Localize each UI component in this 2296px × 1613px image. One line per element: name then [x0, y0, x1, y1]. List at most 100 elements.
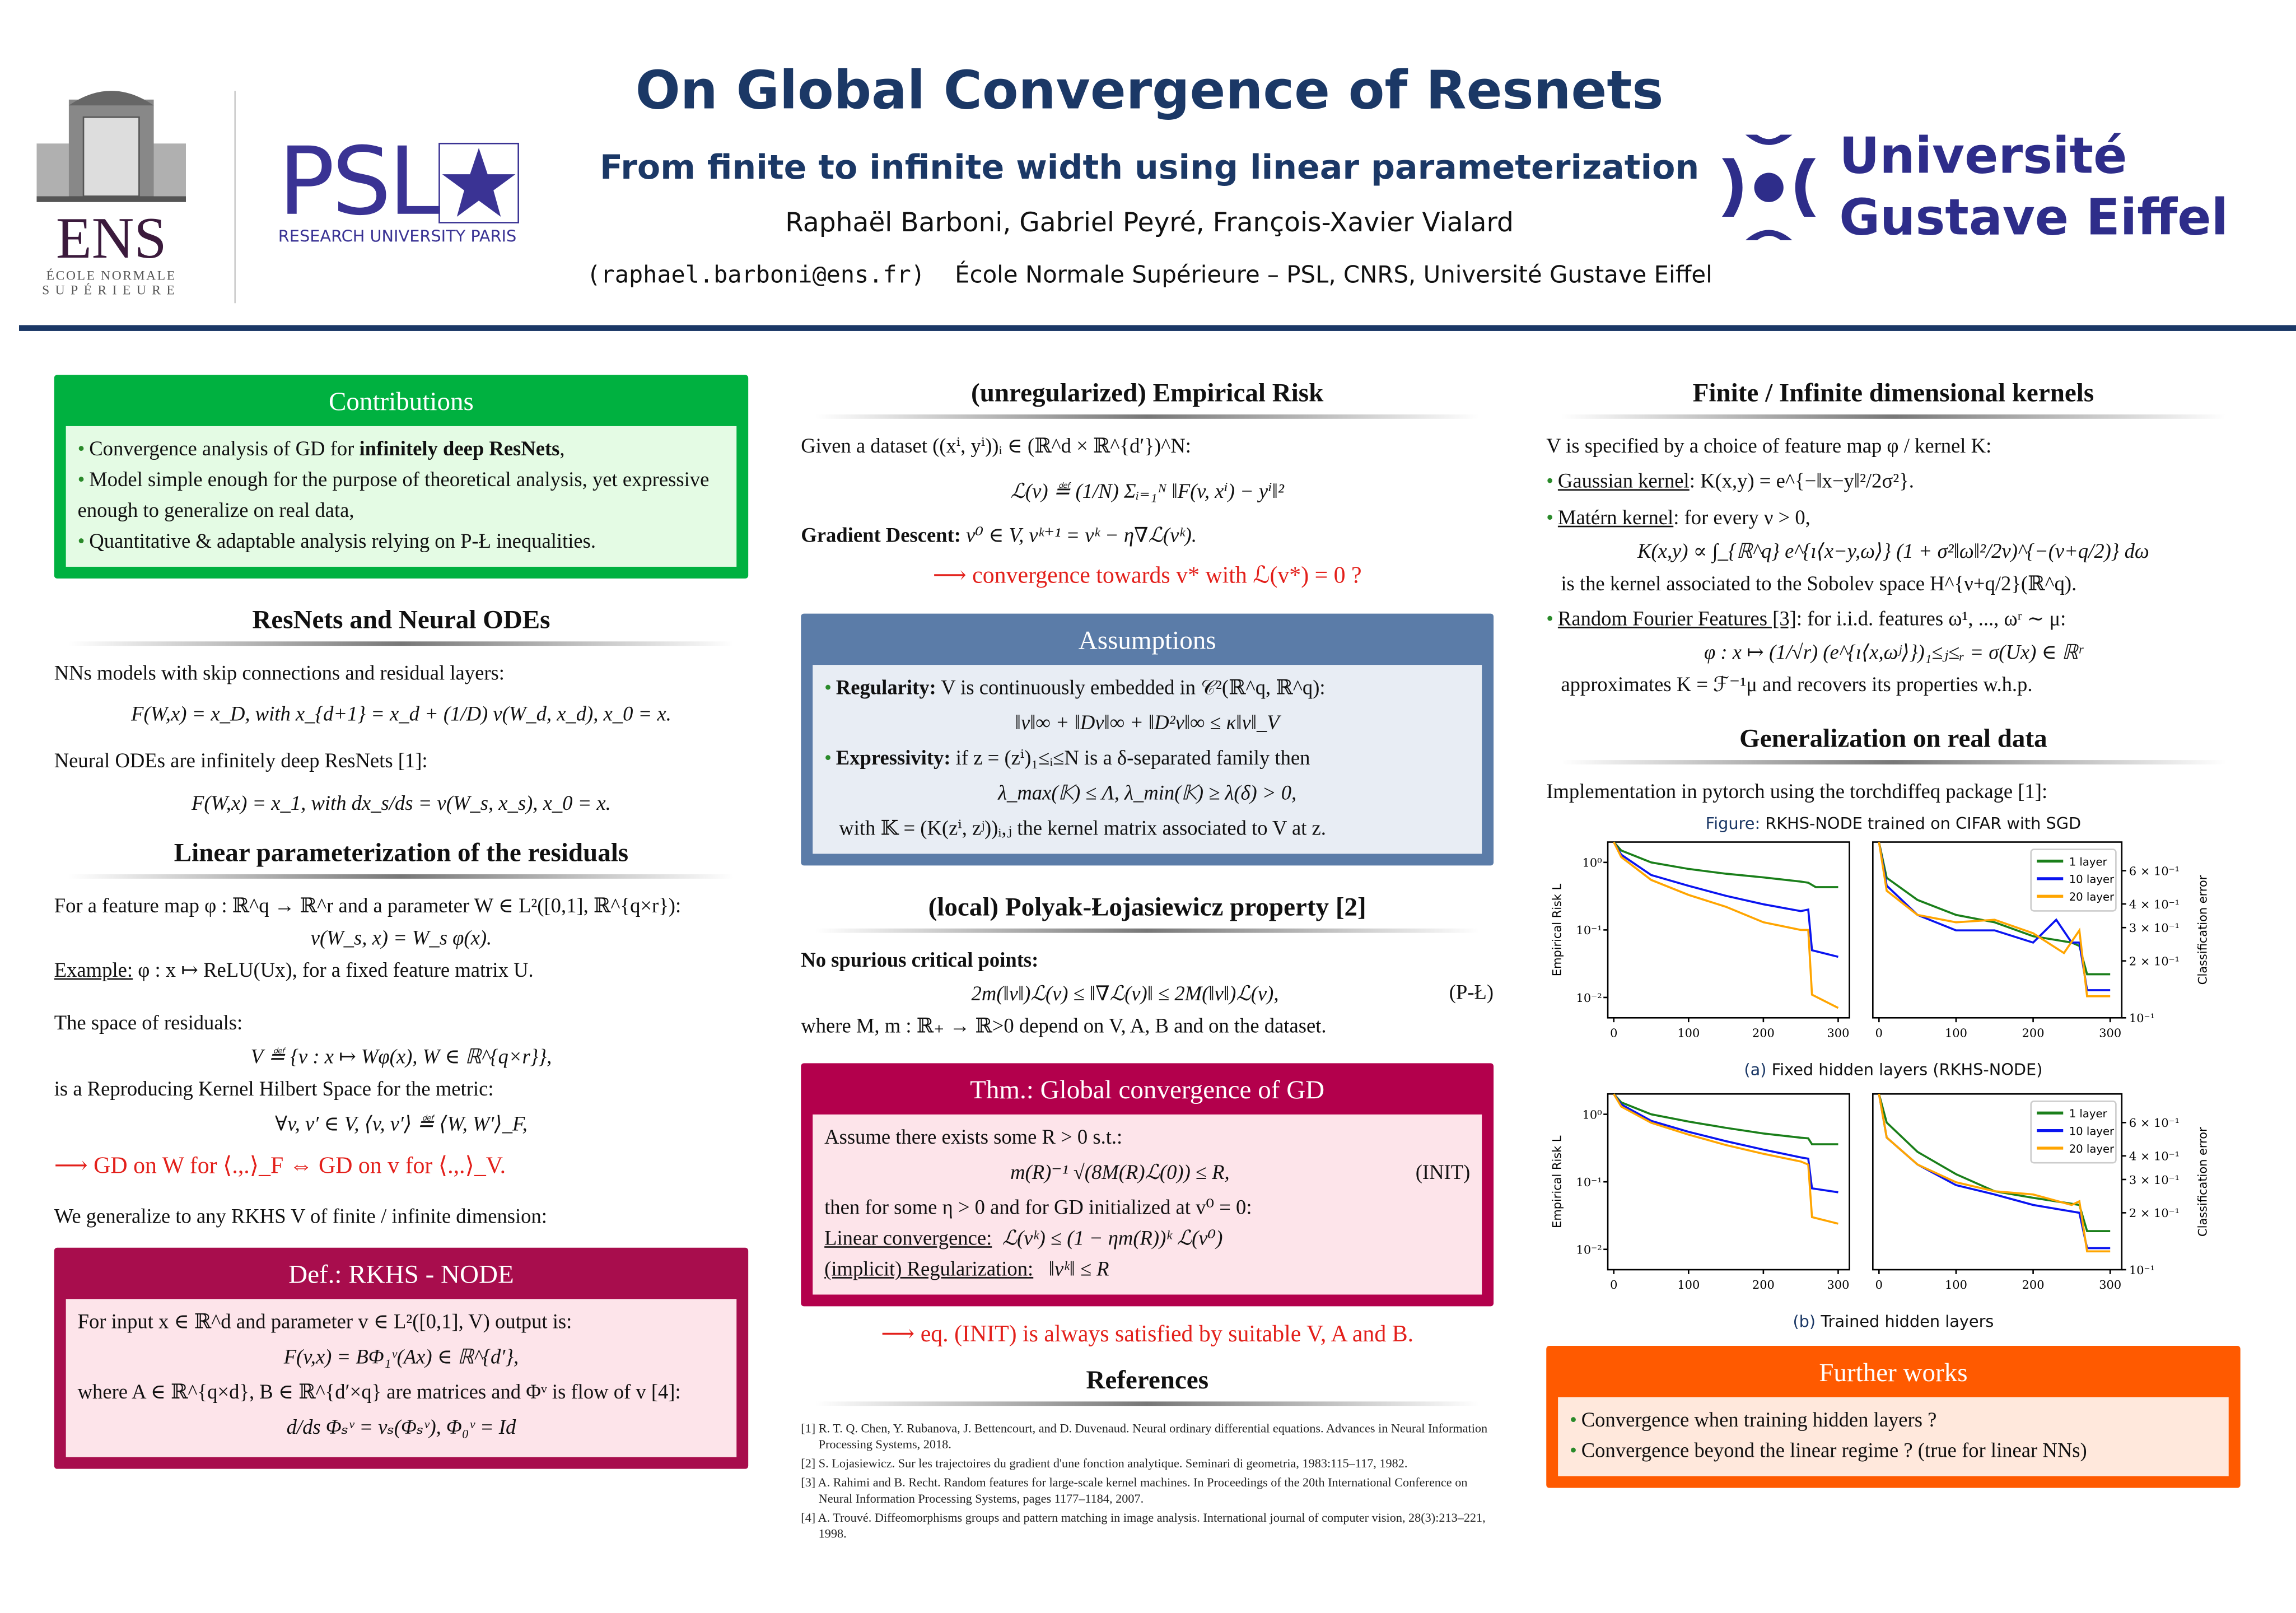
- y-tick-label: 2 × 10⁻¹: [2129, 955, 2180, 968]
- example-label: Example:: [54, 961, 133, 983]
- equation-tag: (INIT): [1415, 1163, 1471, 1186]
- x-tick-label: 300: [2099, 1026, 2121, 1039]
- y-tick-label: 10⁻¹: [2129, 1011, 2155, 1025]
- figure-row-a: 0 100 200 300 10⁰ 10⁻¹ 10⁻² Empirical Risk L 0 1…: [1546, 833, 2240, 1060]
- logo-divider: [234, 91, 236, 304]
- section-title: Linear parameterization of the residuals: [174, 837, 629, 866]
- y-tick-label: 6 × 10⁻¹: [2129, 865, 2180, 878]
- y-tick-label: 10⁻²: [1576, 1243, 1602, 1257]
- ens-logo: ENS ÉCOLE NORMALE SUPÉRIEURE: [36, 85, 186, 305]
- divider: [1561, 414, 2226, 419]
- contact-line: (raphael.barboni@ens.fr) École Normale S…: [557, 260, 1743, 288]
- plot-area: [1607, 1093, 1850, 1271]
- y-tick-label: 2 × 10⁻¹: [2129, 1206, 2180, 1220]
- legend-label: 1 layer: [2069, 1107, 2108, 1120]
- label: Expressivity:: [836, 748, 951, 770]
- y-tick-label: 10⁻¹: [1576, 924, 1602, 937]
- affiliation: École Normale Supérieure – PSL, CNRS, Un…: [955, 260, 1712, 289]
- equation: F(v,x) = BΦ₁ᵛ(Ax) ∈ ℝ^{d′},: [283, 1348, 519, 1370]
- series-line-20-layer: [1878, 1094, 2111, 1253]
- divider: [815, 1401, 1479, 1406]
- text: where A ∈ ℝ^{q×d}, B ∈ ℝ^{d′×q} are matr…: [77, 1383, 681, 1405]
- text: NNs models with skip connections and res…: [54, 663, 505, 686]
- y-tick-label: 3 × 10⁻¹: [2129, 1173, 2180, 1187]
- y-tick-label: 3 × 10⁻¹: [2129, 921, 2180, 935]
- equation: 2m(‖v‖)ℒ(v) ≤ ‖∇ℒ(v)‖ ≤ 2M(‖v‖)ℒ(v), (P-Ł…: [801, 983, 1494, 1008]
- label: Matérn kernel: [1557, 507, 1674, 530]
- gradient-descent: Gradient Descent: v⁰ ∈ V, vᵏ⁺¹ = vᵏ − η∇…: [801, 523, 1494, 553]
- middle-column: (unregularized) Empirical Risk Given a d…: [801, 366, 1494, 1545]
- authors: Raphaël Barboni, Gabriel Peyré, François…: [785, 208, 1514, 239]
- legend-label: 20 layer: [2069, 1143, 2115, 1155]
- label: Linear convergence:: [824, 1229, 992, 1252]
- kernel-item: Random Fourier Features [3]: for i.i.d. …: [1546, 607, 2240, 636]
- label: Gradient Descent:: [801, 526, 962, 548]
- reference-item: [1] R. T. Q. Chen, Y. Rubanova, J. Bette…: [801, 1420, 1488, 1451]
- legend-label: 10 layer: [2069, 873, 2115, 886]
- y-tick-label: 6 × 10⁻¹: [2129, 1116, 2180, 1130]
- email-link[interactable]: (raphael.barboni@ens.fr): [586, 260, 925, 289]
- y-tick-label: 10⁰: [1583, 856, 1602, 870]
- x-tick-label: 100: [1677, 1278, 1700, 1292]
- text: We generalize to any RKHS V of finite / …: [54, 1206, 547, 1229]
- ens-subtitle: ÉCOLE NORMALE: [46, 268, 176, 283]
- def-title: Def.: RKHS - NODE: [288, 1260, 514, 1289]
- equation: d/ds Φₛᵛ = vₛ(Φₛᵛ), Φ₀ᵛ = Id: [286, 1418, 516, 1440]
- contributions-title: Contributions: [328, 386, 474, 416]
- result-line: (implicit) Regularization: ‖vᵏ‖ ≤ R: [824, 1256, 1470, 1286]
- x-tick-label: 300: [1827, 1026, 1850, 1039]
- text: For a feature map φ : ℝ^q → ℝ^r and a pa…: [54, 896, 682, 918]
- divider: [815, 414, 1479, 419]
- equation: F(W,x) = x_D, with x_{d+1} = x_d + (1/D)…: [131, 705, 671, 727]
- series-line-1-layer: [1613, 1093, 1838, 1146]
- def-rkhs-node-box: Def.: RKHS - NODE For input x ∈ ℝ^d and …: [54, 1248, 749, 1470]
- pl-inequality: 2m(‖v‖)ℒ(v) ≤ ‖∇ℒ(v)‖ ≤ 2M(‖v‖)ℒ(v),: [971, 984, 1279, 1006]
- highlight-statement: ⟶ GD on W for ⟨.,.⟩_F ⇔ GD on v for ⟨.,.…: [54, 1153, 506, 1179]
- label: Gaussian kernel: [1557, 472, 1690, 494]
- equation: ℒ(vᵏ) ≤ (1 − ηm(R))ᵏ ℒ(v⁰): [1002, 1229, 1223, 1252]
- x-tick-label: 200: [2022, 1026, 2045, 1039]
- x-tick-label: 300: [2099, 1278, 2121, 1292]
- equation: ‖v‖∞ + ‖Dv‖∞ + ‖D²v‖∞ ≤ κ‖v‖_V: [1015, 712, 1280, 735]
- x-tick-label: 100: [1945, 1026, 1967, 1039]
- text: : for i.i.d. features ω¹, ..., ωʳ ∼ μ:: [1796, 609, 2066, 632]
- further-work-item: Convergence when training hidden layers …: [1570, 1406, 2217, 1437]
- result-line: Linear convergence: ℒ(vᵏ) ≤ (1 − ηm(R))ᵏ…: [824, 1225, 1470, 1256]
- text: approximates K = ℱ⁻¹μ and recovers its p…: [1561, 675, 2033, 698]
- x-tick-label: 0: [1610, 1026, 1617, 1039]
- section-title: Finite / Infinite dimensional kernels: [1692, 377, 2094, 407]
- equation: v⁰ ∈ V, vᵏ⁺¹ = vᵏ − η∇ℒ(vᵏ).: [961, 526, 1197, 548]
- y-axis-label: Classification error: [2196, 875, 2210, 985]
- kernel-item: Gaussian kernel: K(x,y) = e^{−‖x−y‖²/2σ²…: [1546, 469, 2240, 499]
- text: Given a dataset ((xⁱ, yⁱ))ᵢ ∈ (ℝ^d × ℝ^{…: [801, 436, 1191, 459]
- theorem-title: Thm.: Global convergence of GD: [970, 1075, 1325, 1105]
- left-column: Contributions Convergence analysis of GD…: [54, 375, 749, 1470]
- caption-label: (b): [1793, 1312, 1816, 1332]
- contribution-item: Quantitative & adaptable analysis relyin…: [78, 527, 725, 558]
- further-works-title: Further works: [1819, 1358, 1968, 1387]
- x-tick-label: 200: [1752, 1026, 1775, 1039]
- psl-wordmark: PSL: [278, 129, 441, 237]
- equation: V ≝ {v : x ↦ Wφ(x), W ∈ ℝ^{q×r}},: [250, 1047, 552, 1070]
- init-condition: m(R)⁻¹ √(8M(R)ℒ(0)) ≤ R,: [1010, 1163, 1230, 1186]
- series-line-1-layer: [1613, 841, 1838, 889]
- text: with 𝕂 = (K(zⁱ, zʲ))ᵢ,ⱼ the kernel matri…: [839, 818, 1326, 841]
- text: The space of residuals:: [54, 1013, 243, 1036]
- y-tick-label: 10⁻¹: [2129, 1264, 2155, 1277]
- divider: [68, 873, 734, 878]
- y-tick-label: 4 × 10⁻¹: [2129, 1150, 2180, 1163]
- equation: ‖vᵏ‖ ≤ R: [1048, 1260, 1109, 1282]
- text: is the kernel associated to the Sobolev …: [1561, 574, 2077, 596]
- right-column: Finite / Infinite dimensional kernels V …: [1546, 366, 2241, 1488]
- y-tick-label: 10⁻¹: [1576, 1176, 1602, 1189]
- chart-a-empirical-risk: 0 100 200 300 10⁰ 10⁻¹ 10⁻² Empirical Risk L: [1550, 841, 1850, 1039]
- label: (implicit) Regularization:: [824, 1260, 1034, 1282]
- caption-a: (a) Fixed hidden layers (RKHS-NODE): [1546, 1060, 2240, 1079]
- legend-label: 20 layer: [2069, 891, 2115, 903]
- x-tick-label: 100: [1677, 1026, 1700, 1039]
- divider: [68, 641, 734, 646]
- contributions-box: Contributions Convergence analysis of GD…: [54, 375, 749, 579]
- y-axis-label: Classification error: [2196, 1127, 2210, 1237]
- y-tick-label: 4 × 10⁻¹: [2129, 898, 2180, 911]
- uge-emblem-icon: [1722, 134, 1816, 240]
